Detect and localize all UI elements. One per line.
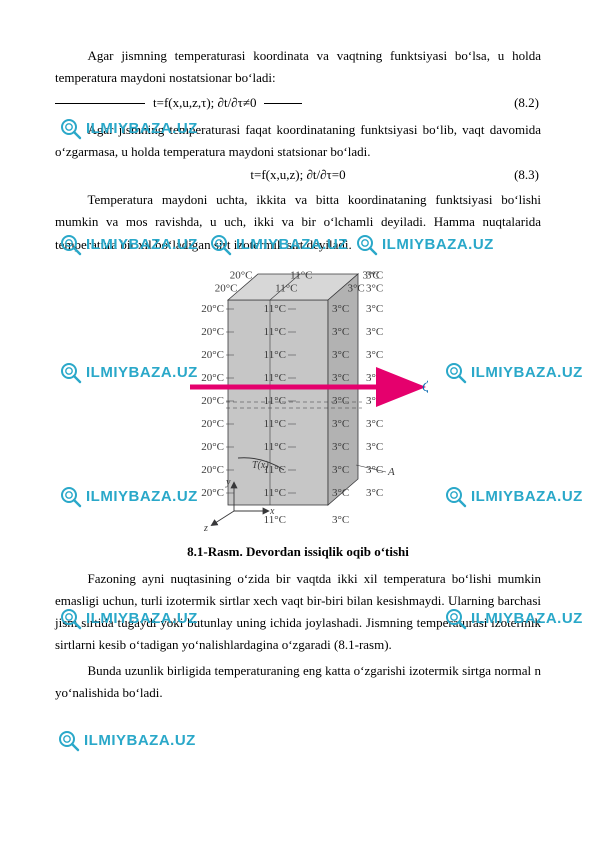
svg-text:11°C: 11°C — [264, 349, 286, 361]
svg-text:3°C: 3°C — [332, 441, 349, 453]
paragraph-1: Agar jismning temperaturasi koordinata v… — [55, 45, 541, 89]
eq1-rule-left — [55, 103, 145, 104]
svg-text:11°C: 11°C — [264, 303, 286, 315]
svg-text:11°C: 11°C — [264, 487, 286, 499]
svg-text:3°C: 3°C — [332, 514, 349, 526]
paragraph-2: Agar jismning temperaturasi faqat koordi… — [55, 119, 541, 163]
svg-text:3°C: 3°C — [366, 441, 383, 453]
svg-text:20°C: 20°C — [201, 395, 224, 407]
eq1-rule-right — [264, 103, 302, 104]
svg-text:3°C: 3°C — [332, 395, 349, 407]
svg-text:3°C: 3°C — [366, 487, 383, 499]
equation-1-number: (8.2) — [310, 95, 541, 111]
svg-text:11°C: 11°C — [264, 395, 286, 407]
svg-text:20°C: 20°C — [230, 269, 253, 281]
figure-caption: 8.1-Rasm. Devordan issiqlik oqib o‘tishi — [55, 544, 541, 560]
svg-text:3°C: 3°C — [366, 282, 383, 294]
svg-text:20°C: 20°C — [201, 303, 224, 315]
equation-row-2: t=f(x,u,z); ∂t/∂τ=0 (8.3) — [55, 167, 541, 183]
svg-text:11°C: 11°C — [275, 282, 297, 294]
svg-text:3°C: 3°C — [332, 464, 349, 476]
svg-text:3°C: 3°C — [332, 349, 349, 361]
svg-text:y: y — [225, 477, 231, 488]
svg-text:20°C: 20°C — [201, 372, 224, 384]
paragraph-3: Temperatura maydoni uchta, ikkita va bit… — [55, 189, 541, 255]
svg-text:3°C: 3°C — [348, 282, 365, 294]
svg-text:3°C: 3°C — [366, 349, 383, 361]
svg-text:3°C: 3°C — [332, 487, 349, 499]
svg-text:20°C: 20°C — [201, 464, 224, 476]
svg-text:3°C: 3°C — [366, 326, 383, 338]
svg-text:20°C: 20°C — [201, 349, 224, 361]
svg-text:Q̇: Q̇ — [422, 379, 428, 394]
svg-text:3°C: 3°C — [366, 372, 383, 384]
svg-text:3°C: 3°C — [366, 464, 383, 476]
svg-text:z: z — [203, 523, 208, 534]
svg-text:20°C: 20°C — [201, 326, 224, 338]
svg-text:20°C: 20°C — [201, 441, 224, 453]
svg-text:3°C: 3°C — [366, 395, 383, 407]
svg-text:11°C: 11°C — [290, 269, 312, 281]
svg-text:11°C: 11°C — [264, 441, 286, 453]
equation-row-1: t=f(x,u,z,τ); ∂t/∂τ≠0 (8.2) — [55, 93, 541, 113]
svg-text:11°C: 11°C — [264, 418, 286, 430]
figure-wrap: 20°C11°C3°C3°C20°C11°C3°C3°C20°C11°C3°C3… — [55, 260, 541, 540]
paragraph-5: Bunda uzunlik birligida temperaturaning … — [55, 660, 541, 704]
equation-1: t=f(x,u,z,τ); ∂t/∂τ≠0 — [153, 95, 256, 111]
figure-8-1: 20°C11°C3°C3°C20°C11°C3°C3°C20°C11°C3°C3… — [168, 260, 428, 540]
svg-text:3°C: 3°C — [332, 303, 349, 315]
svg-text:T(x): T(x) — [252, 460, 269, 471]
svg-text:3°C: 3°C — [332, 372, 349, 384]
svg-text:A: A — [387, 466, 395, 478]
svg-text:3°C: 3°C — [332, 326, 349, 338]
svg-text:11°C: 11°C — [264, 326, 286, 338]
svg-text:3°C: 3°C — [332, 418, 349, 430]
page: ILMIYBAZA.UZ ILMIYBAZA.UZ ILMIYBAZA.UZ I… — [0, 0, 596, 842]
svg-text:3°C: 3°C — [366, 269, 383, 281]
equation-2-number: (8.3) — [514, 167, 539, 183]
paragraph-4: Fazoning ayni nuqtasining o‘zida bir vaq… — [55, 568, 541, 656]
svg-text:20°C: 20°C — [201, 418, 224, 430]
svg-text:11°C: 11°C — [264, 514, 286, 526]
svg-text:3°C: 3°C — [366, 418, 383, 430]
svg-text:20°C: 20°C — [201, 487, 224, 499]
watermark: ILMIYBAZA.UZ — [58, 730, 196, 752]
svg-text:11°C: 11°C — [264, 372, 286, 384]
svg-text:3°C: 3°C — [366, 303, 383, 315]
equation-2: t=f(x,u,z); ∂t/∂τ=0 — [250, 167, 345, 182]
svg-text:20°C: 20°C — [215, 282, 238, 294]
